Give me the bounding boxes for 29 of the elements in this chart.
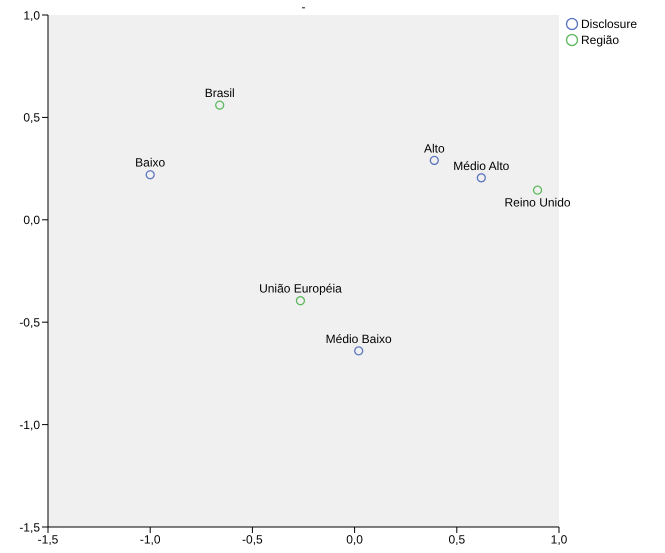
point xyxy=(215,100,224,110)
point xyxy=(430,156,439,166)
annotation: Médio Baixo xyxy=(326,332,392,346)
y-tick-label: -0,5 xyxy=(19,315,40,330)
y-tick-label: 0,5 xyxy=(23,110,40,125)
chart-title: - xyxy=(300,0,306,14)
annotation: Brasil xyxy=(204,86,235,100)
point xyxy=(296,296,306,306)
annotation: Reino Unido xyxy=(504,196,571,210)
x-tick-label: -0,5 xyxy=(242,532,264,547)
point xyxy=(146,170,155,180)
point xyxy=(476,173,486,182)
annotation: União Européia xyxy=(259,282,342,296)
legend-label: Região xyxy=(581,33,620,47)
annotation: Médio Alto xyxy=(453,158,510,173)
y-tick-label: -1,5 xyxy=(19,520,40,534)
annotation: Alto xyxy=(424,141,445,156)
point xyxy=(354,346,364,356)
x-tick-label: 0,5 xyxy=(448,532,466,547)
x-tick-label: 0,0 xyxy=(346,532,364,547)
x-tick-label: -1,0 xyxy=(140,532,161,547)
annotation: Baixo xyxy=(135,156,166,170)
y-tick-label: 0,0 xyxy=(23,213,40,228)
y-tick-label: 1,0 xyxy=(23,8,40,22)
legend-label: Disclosure xyxy=(581,17,638,31)
y-tick-label: -1,0 xyxy=(19,418,40,432)
point xyxy=(532,185,542,195)
x-tick-label: -1,5 xyxy=(38,532,59,547)
x-tick-label: 1,0 xyxy=(550,532,568,547)
